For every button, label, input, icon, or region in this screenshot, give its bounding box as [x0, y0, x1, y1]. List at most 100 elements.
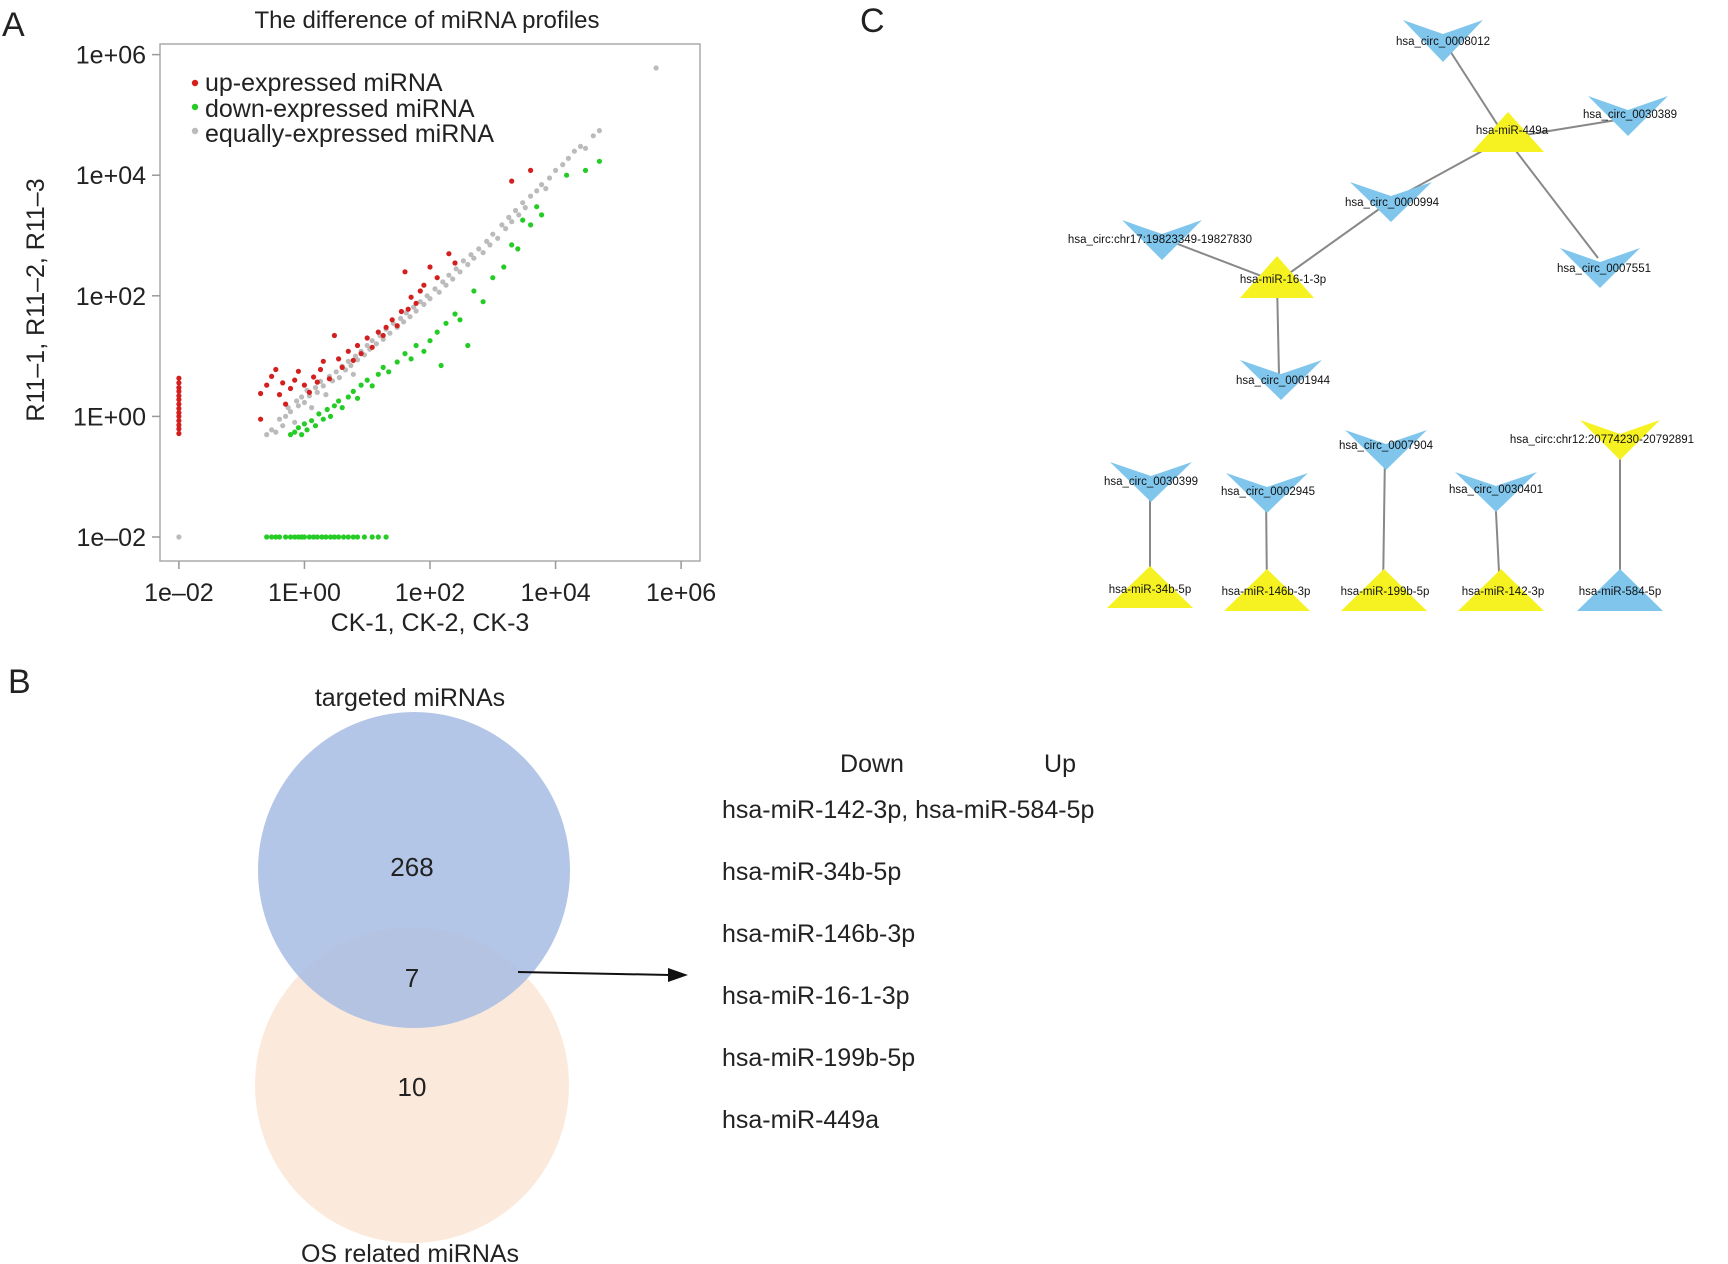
scatter-point-equal-point — [476, 246, 482, 252]
scatter-point-up-point — [413, 300, 419, 306]
legend-label-up: up-expressed miRNA — [205, 69, 443, 97]
scatter-point-down-point — [457, 317, 463, 323]
scatter-point-up-point — [273, 366, 279, 373]
scatter-point-equal-point — [312, 385, 319, 391]
scatter-point-up-point — [176, 422, 182, 428]
scatter-point-equal-point — [295, 403, 301, 409]
list-header-up: Up — [1044, 750, 1076, 778]
scatter-point-down-point — [515, 246, 521, 252]
scatter-point-up-point — [276, 392, 283, 398]
scatter-point-down-point — [350, 388, 356, 394]
mirna-node-199b-5p — [1341, 569, 1427, 611]
scatter-point-up-point — [295, 368, 301, 374]
scatter-point-down-point — [336, 534, 342, 540]
scatter-point-equal-point — [387, 330, 393, 336]
scatter-point-equal-point — [269, 427, 275, 433]
scatter-point-equal-point — [436, 289, 442, 295]
scatter-point-down-point — [264, 534, 270, 540]
scatter-point-equal-point — [582, 145, 589, 151]
scatter-point-down-point — [413, 342, 419, 349]
list-header-down: Down — [840, 750, 904, 778]
scatter-point-down-point — [394, 359, 400, 365]
scatter-point-down-point — [345, 534, 351, 540]
venn-circle-targeted — [258, 712, 570, 1028]
legend-label-equal: equally-expressed miRNA — [205, 120, 494, 148]
scatter-point-up-point — [452, 260, 458, 266]
scatter-point-equal-point — [314, 389, 320, 395]
node-label-mir-142: hsa-miR-142-3p — [1462, 586, 1544, 598]
scatter-point-up-point — [311, 374, 317, 380]
scatter-point-down-point — [292, 534, 298, 540]
scatter-point-down-point — [314, 534, 320, 540]
scatter-point-down-point — [311, 534, 317, 540]
scatter-point-equal-point — [484, 238, 490, 244]
scatter-point-equal-point — [350, 371, 356, 377]
circrna-node-0030389 — [1588, 96, 1668, 136]
scatter-point-equal-point — [520, 200, 526, 206]
legend: up-expressed miRNA down-expressed miRNA … — [191, 69, 494, 148]
scatter-point-equal-point — [348, 362, 354, 369]
scatter-point-up-point — [528, 167, 534, 173]
scatter-point-down-point — [520, 217, 526, 223]
x-tick-label: 1e+06 — [646, 579, 716, 607]
arrow-line — [517, 971, 671, 976]
scatter-point-down-point — [324, 406, 330, 413]
scatter-point-up-point — [326, 376, 332, 382]
scatter-point-equal-point — [453, 266, 459, 272]
scatter-point-down-point — [471, 288, 477, 294]
node-label-circ-0007904: hsa_circ_0007904 — [1339, 440, 1434, 452]
scatter-point-equal-point — [411, 304, 417, 310]
y-tick-label: 1e+02 — [76, 283, 146, 311]
node-label-circ-0001944: hsa_circ_0001944 — [1236, 375, 1331, 387]
scatter-point-down-point — [427, 338, 433, 344]
scatter-point-up-point — [176, 388, 182, 394]
scatter-point-up-point — [427, 264, 433, 270]
scatter-point-equal-point — [565, 155, 572, 161]
circrna-node-0000994 — [1350, 182, 1432, 222]
scatter-point-equal-point — [413, 308, 419, 314]
y-tick-label: 1e+06 — [76, 42, 146, 70]
scatter-point-down-point — [309, 418, 315, 424]
x-tick-label: 1e–02 — [144, 579, 214, 607]
edge — [1505, 137, 1599, 259]
scatter-point-equal-point — [380, 336, 386, 342]
scatter-point-down-point — [408, 356, 414, 362]
scatter-point-up-point — [176, 375, 182, 381]
scatter-point-equal-point — [471, 255, 477, 261]
scatter-point-up-point — [176, 418, 182, 424]
scatter-point-down-point — [375, 534, 381, 540]
scatter-point-up-point — [314, 379, 320, 385]
scatter-point-up-point — [176, 426, 182, 432]
scatter-point-down-point — [358, 382, 364, 388]
scatter-point-down-point — [299, 432, 305, 438]
mirna-node-449a — [1472, 112, 1544, 152]
circrna-node-0002945 — [1226, 473, 1308, 513]
venn-diagram: targeted miRNAs 268 7 10 OS related miRN… — [255, 684, 688, 1264]
scatter-point-up-point — [408, 294, 414, 300]
scatter-point-down-point — [386, 369, 392, 375]
scatter-point-equal-point — [487, 242, 493, 248]
scatter-point-equal-point — [421, 301, 427, 307]
scatter-point-equal-point — [495, 235, 501, 241]
scatter-point-down-point — [539, 212, 545, 218]
scatter-point-equal-point — [417, 299, 423, 305]
circrna-node-0030401 — [1455, 472, 1537, 512]
scatter-point-equal-point — [499, 222, 505, 228]
scatter-point-up-point — [176, 413, 182, 419]
scatter-point-down-point — [369, 534, 375, 540]
y-tick-label: 1e–02 — [76, 524, 146, 552]
scatter-point-equal-point — [333, 369, 339, 375]
scatter-point-equal-point — [309, 405, 315, 411]
node-label-circ-chr17: hsa_circ:chr17:19823349-19827830 — [1068, 234, 1252, 246]
scatter-point-down-point — [345, 394, 351, 400]
scatter-point-down-point — [438, 362, 444, 369]
scatter-points — [176, 65, 659, 540]
scatter-point-down-point — [443, 320, 449, 326]
scatter-point-down-point — [582, 167, 589, 173]
scatter-point-equal-point — [653, 65, 659, 71]
scatter-point-up-point — [176, 430, 182, 437]
edge — [1276, 201, 1390, 283]
scatter-point-equal-point — [273, 429, 279, 435]
arrow-head-icon — [668, 968, 688, 982]
scatter-point-down-point — [465, 342, 471, 349]
